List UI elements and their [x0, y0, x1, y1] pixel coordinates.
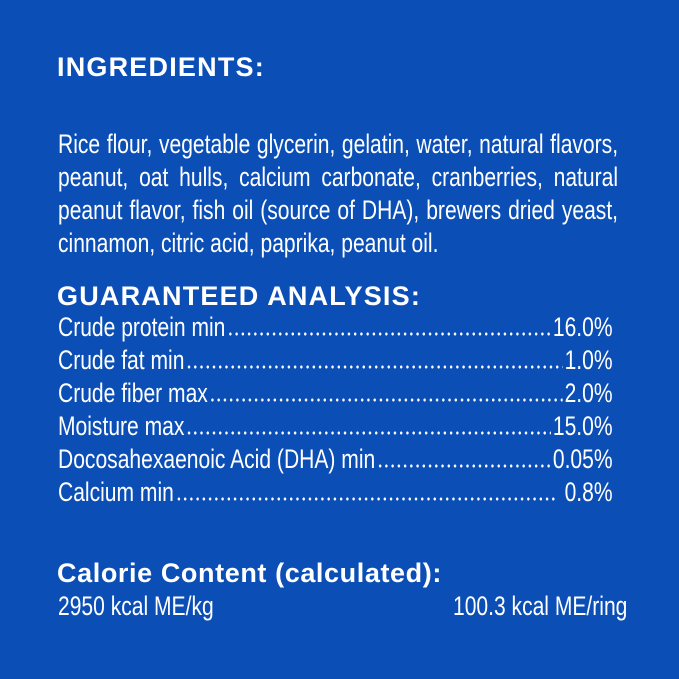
- analysis-value: 0.8%: [564, 477, 613, 507]
- analysis-row: Docosahexaenoic Acid (DHA) min 0.05%: [58, 443, 618, 475]
- analysis-label: Docosahexaenoic Acid (DHA) min: [58, 444, 376, 474]
- analysis-row: Crude fiber max 2.0%: [58, 377, 618, 409]
- ingredients-line: peanut, oat hulls, calcium carbonate, cr…: [58, 162, 619, 192]
- calorie-per-kg: 2950 kcal ME/kg: [58, 591, 214, 621]
- dot-leader: [185, 431, 552, 435]
- dot-leader: [175, 497, 557, 501]
- ingredients-line: peanut flavor, fish oil (source of DHA),…: [58, 195, 619, 225]
- calorie-title: Calorie Content (calculated):: [57, 558, 442, 588]
- analysis-label: Crude fat min: [58, 345, 185, 375]
- analysis-value: 15.0%: [552, 411, 613, 441]
- analysis-label: Moisture max: [58, 411, 185, 441]
- ingredients-line: cinnamon, citric acid, paprika, peanut o…: [58, 228, 439, 258]
- analysis-row: Crude fat min 1.0%: [58, 344, 618, 376]
- dot-leader: [185, 365, 564, 369]
- analysis-label: Crude fiber max: [58, 378, 208, 408]
- analysis-row: Calcium min 0.8%: [58, 476, 618, 508]
- dot-leader: [226, 332, 552, 336]
- dot-leader: [376, 464, 552, 468]
- analysis-title: GUARANTEED ANALYSIS:: [57, 281, 422, 311]
- analysis-row: Moisture max 15.0%: [58, 410, 618, 442]
- analysis-value: 1.0%: [564, 345, 613, 375]
- calorie-per-ring: 100.3 kcal ME/ring: [452, 591, 628, 621]
- analysis-value: 0.05%: [552, 444, 613, 474]
- analysis-value: 16.0%: [552, 312, 613, 342]
- ingredients-line: Rice flour, vegetable glycerin, gelatin,…: [58, 129, 619, 159]
- ingredients-title: INGREDIENTS:: [57, 52, 265, 82]
- analysis-label: Calcium min: [58, 477, 174, 507]
- calorie-values: 2950 kcal ME/kg 100.3 kcal ME/ring: [58, 590, 627, 622]
- analysis-label: Crude protein min: [58, 312, 226, 342]
- analysis-value: 2.0%: [564, 378, 613, 408]
- dot-leader: [209, 398, 564, 402]
- analysis-row: Crude protein min 16.0%: [58, 311, 618, 343]
